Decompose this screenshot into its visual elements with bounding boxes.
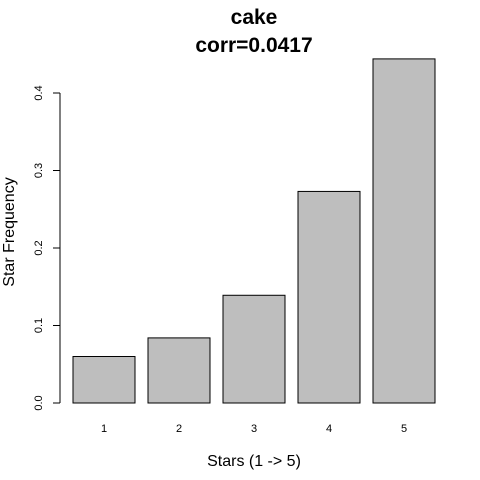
y-tick-label: 0.1	[33, 318, 45, 333]
bar-1	[72, 356, 136, 404]
x-tick-label: 2	[176, 423, 182, 435]
y-tick-label: 0.0	[33, 395, 45, 410]
x-tick-label: 1	[101, 423, 107, 435]
bar-2	[147, 337, 211, 404]
y-axis-label: Star Frequency	[1, 177, 18, 286]
chart-title: cake	[231, 6, 278, 29]
y-tick-label: 0.4	[33, 85, 45, 100]
bar-5	[372, 58, 436, 404]
x-tick-label: 3	[251, 423, 257, 435]
bar-3	[222, 294, 286, 404]
bar-4	[297, 190, 361, 404]
x-tick-label: 5	[401, 423, 407, 435]
x-tick-label: 4	[326, 423, 332, 435]
y-axis: 0.0 0.1 0.2 0.3 0.4	[33, 85, 61, 411]
y-tick-label: 0.2	[33, 240, 45, 255]
y-tick-label: 0.3	[33, 163, 45, 178]
x-tick-labels: 1 2 3 4 5	[101, 423, 407, 435]
x-axis-label: Stars (1 -> 5)	[207, 453, 301, 470]
chart-subtitle: corr=0.0417	[195, 34, 312, 57]
bars-group	[72, 58, 436, 404]
